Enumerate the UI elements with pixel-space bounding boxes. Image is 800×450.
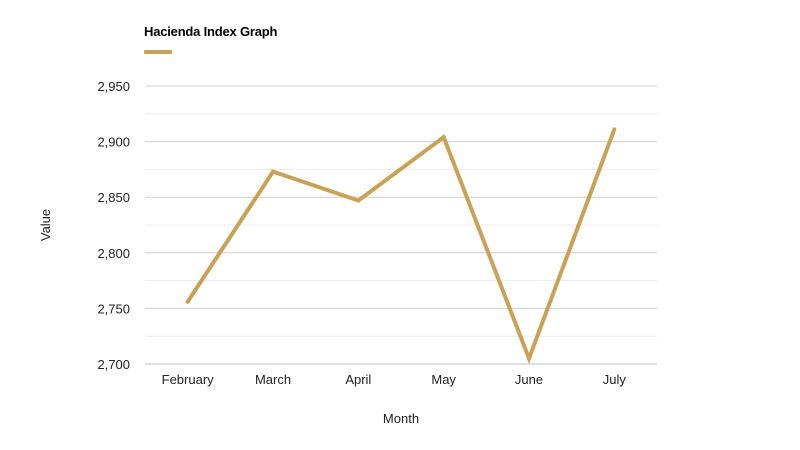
- x-axis-title: Month: [383, 411, 419, 426]
- legend: Hacienda Index Graph: [144, 24, 277, 54]
- y-tick-label: 2,900: [97, 135, 130, 150]
- data-point: [271, 169, 275, 174]
- y-axis-title: Value: [38, 209, 53, 241]
- data-point: [441, 135, 446, 140]
- legend-series-label: Hacienda Index Graph: [144, 24, 278, 39]
- y-tick-label: 2,700: [97, 357, 130, 372]
- legend-swatch: [144, 50, 172, 54]
- y-tick-label: 2,800: [97, 246, 130, 261]
- x-tick-label: June: [515, 372, 543, 387]
- x-tick-label: April: [345, 372, 371, 387]
- x-tick-label: February: [162, 372, 215, 387]
- x-tick-label: March: [255, 372, 291, 387]
- grid-lines: [145, 85, 657, 365]
- y-tick-label: 2,850: [97, 190, 130, 205]
- x-axis-ticks: February March April May June July: [162, 372, 627, 387]
- x-tick-label: May: [431, 372, 456, 387]
- data-point: [612, 127, 617, 132]
- data-point: [356, 198, 361, 203]
- x-tick-label: July: [603, 372, 627, 387]
- series-layer: [185, 127, 617, 365]
- y-axis-ticks: 2,700 2,750 2,800 2,850 2,900 2,950: [97, 79, 130, 372]
- y-tick-label: 2,750: [97, 301, 130, 316]
- data-point: [527, 356, 531, 361]
- y-tick-label: 2,950: [97, 79, 130, 94]
- data-point: [185, 299, 190, 304]
- series-line: [185, 128, 617, 365]
